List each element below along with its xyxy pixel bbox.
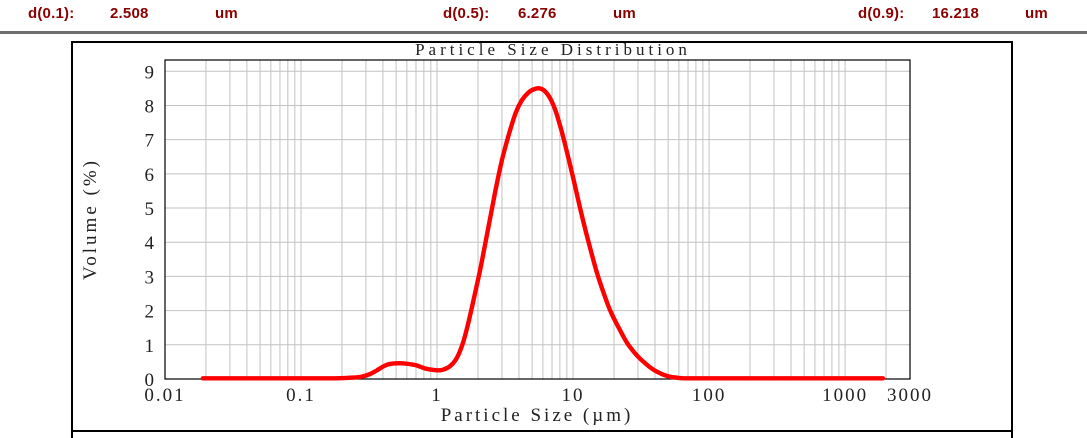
x-axis-label: Particle Size (µm): [441, 405, 634, 426]
d90-value: 16.218: [932, 5, 980, 22]
y-tick-label-6: 6: [145, 165, 157, 186]
y-tick-label-5: 5: [145, 199, 157, 220]
x-tick-label-10: 10: [562, 385, 585, 406]
y-tick-labels: 0 1 2 3 4 5 6 7 8 9: [145, 62, 157, 391]
y-tick-label-2: 2: [145, 302, 157, 323]
d10-label: d(0.1):: [28, 5, 75, 22]
header-divider: [0, 31, 1087, 34]
y-tick-label-4: 4: [145, 233, 157, 254]
y-tick-label-1: 1: [145, 336, 157, 357]
y-tick-label-9: 9: [145, 62, 157, 83]
chart-frame: [71, 41, 1013, 432]
x-tick-label-0.1: 0.1: [286, 385, 316, 406]
y-tick-label-0: 0: [145, 370, 157, 391]
d50-unit: um: [613, 5, 636, 22]
x-tick-label-100: 100: [692, 385, 727, 406]
y-tick-label-7: 7: [145, 131, 157, 152]
d50-label: d(0.5):: [443, 5, 490, 22]
chart-title: Particle Size Distribution: [415, 40, 691, 59]
x-tick-labels: 0.01 0.1 1 10 100 1000 3000: [144, 385, 933, 406]
plot-border: [164, 59, 911, 380]
next-section-border-left: [71, 432, 73, 438]
gridlines: [164, 60, 911, 379]
x-tick-label-0.01: 0.01: [144, 385, 185, 406]
d50-value: 6.276: [518, 5, 557, 22]
d10-value: 2.508: [110, 5, 149, 22]
next-section-border-right: [1011, 432, 1013, 438]
x-tick-label-1000: 1000: [822, 385, 868, 406]
volume-distribution-curve: [200, 86, 886, 381]
y-tick-label-8: 8: [145, 96, 157, 117]
y-axis-label: Volume (%): [80, 158, 101, 280]
x-tick-label-3000: 3000: [887, 385, 933, 406]
d90-label: d(0.9):: [858, 5, 905, 22]
y-tick-label-3: 3: [145, 267, 157, 288]
d10-unit: um: [215, 5, 238, 22]
d90-unit: um: [1025, 5, 1048, 22]
x-tick-label-1: 1: [431, 385, 443, 406]
